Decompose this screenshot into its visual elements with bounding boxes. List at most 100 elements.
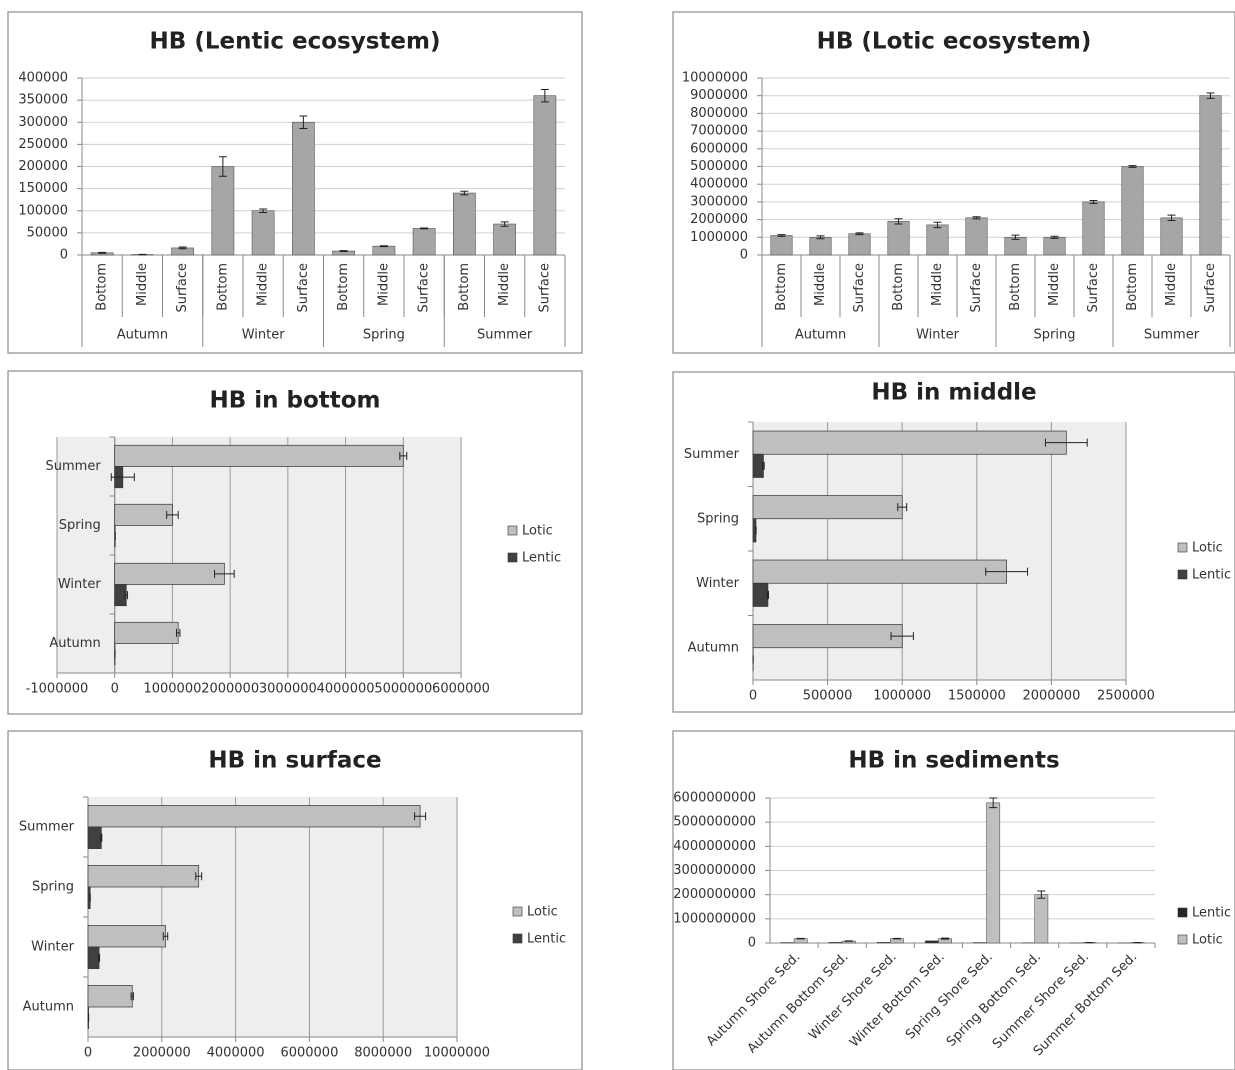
legend-label: Lotic: [522, 524, 553, 539]
legend-swatch: [1177, 934, 1188, 945]
x-tick-label: Surface: [417, 263, 432, 313]
bar: [292, 121, 315, 256]
error-bar: [100, 833, 103, 842]
bar: [493, 223, 516, 256]
y-tick-label: 5000000: [690, 159, 748, 174]
x-tick-label: Bottom: [1008, 263, 1023, 311]
x-tick-label: Middle: [497, 263, 512, 306]
x-tick-label: 0: [749, 689, 757, 704]
chart-panel: [672, 11, 1235, 354]
x-tick-label: 0: [111, 682, 119, 697]
error-bar: [379, 245, 388, 248]
error-bar: [98, 953, 101, 962]
x-tick-label: Middle: [256, 263, 271, 306]
error-bar: [339, 250, 348, 252]
bar: [211, 166, 235, 256]
error-bar: [1206, 92, 1215, 99]
legend-swatch: [1177, 542, 1188, 553]
error-bar: [178, 246, 187, 250]
y-tick-label: 2000000000: [673, 887, 756, 902]
error-bar: [985, 567, 1029, 576]
bar: [412, 228, 436, 256]
y-tick-label: 4000000: [690, 177, 748, 192]
error-bar: [540, 89, 549, 103]
x-tick-label: 10000000: [424, 1046, 490, 1061]
y-tick-label: Winter: [31, 940, 75, 955]
legend-swatch: [512, 906, 523, 917]
bar: [1082, 201, 1105, 256]
bar: [87, 826, 102, 849]
y-tick-label: 400000: [18, 71, 68, 86]
y-tick-label: 6000000: [690, 141, 748, 156]
y-tick-label: Spring: [697, 511, 739, 526]
x-tick-label: Bottom: [457, 263, 472, 311]
chart-panel: [672, 730, 1235, 1070]
y-tick-label: 250000: [18, 137, 68, 152]
error-bar: [777, 234, 786, 237]
bar: [887, 221, 910, 256]
x-tick-label: 500000: [803, 689, 853, 704]
error-bar: [195, 872, 203, 881]
y-tick-label: Autumn: [49, 636, 100, 651]
y-tick-label: 100000: [18, 203, 68, 218]
y-tick-label: Summer: [684, 447, 740, 462]
error-bar: [218, 156, 227, 177]
bar: [752, 430, 1067, 455]
error-bar: [762, 461, 765, 470]
y-tick-label: 150000: [18, 181, 68, 196]
legend-swatch: [1177, 569, 1188, 580]
bar: [924, 940, 939, 944]
x-tick-label: 2000000: [133, 1046, 191, 1061]
x-tick-label: 1000000: [143, 682, 201, 697]
group-label: Autumn: [795, 328, 846, 343]
group-label: Spring: [363, 328, 405, 343]
y-tick-label: 300000: [18, 115, 68, 130]
error-bar: [933, 221, 942, 229]
bar: [926, 224, 949, 256]
x-tick-label: 8000000: [354, 1046, 412, 1061]
y-tick-label: Autumn: [23, 1000, 74, 1015]
error-bar: [1011, 234, 1020, 240]
error-bar: [1044, 438, 1088, 447]
legend-label: Lentic: [522, 551, 561, 566]
legend-swatch: [507, 552, 518, 563]
bar: [453, 192, 476, 256]
bar: [752, 582, 769, 607]
bar: [87, 985, 133, 1008]
x-tick-label: 5000000: [374, 682, 432, 697]
bar: [848, 233, 871, 256]
group-label: Summer: [1144, 328, 1200, 343]
bar: [87, 865, 200, 888]
error-bar: [941, 937, 950, 940]
x-tick-label: Surface: [296, 263, 311, 313]
group-label: Winter: [242, 328, 286, 343]
legend-label: Lotic: [527, 905, 558, 920]
error-bar: [816, 235, 825, 240]
y-tick-label: 0: [748, 936, 756, 951]
legend-label: Lentic: [1192, 906, 1231, 921]
x-tick-label: Surface: [1086, 263, 1101, 313]
x-tick-label: Middle: [1164, 263, 1179, 306]
y-tick-label: 350000: [18, 93, 68, 108]
x-tick-label: Bottom: [95, 263, 110, 311]
chart-title: HB in surface: [208, 748, 381, 774]
error-bar: [214, 569, 235, 578]
x-tick-label: Middle: [930, 263, 945, 306]
error-bar: [1089, 199, 1098, 204]
chart-title: HB in middle: [871, 380, 1036, 406]
bar: [770, 235, 793, 256]
error-bar: [500, 221, 509, 227]
legend-label: Lentic: [527, 932, 566, 947]
legend-swatch: [512, 933, 523, 944]
y-tick-label: Summer: [46, 459, 102, 474]
y-tick-label: 3000000: [690, 194, 748, 209]
error-bar: [1167, 214, 1176, 221]
x-tick-label: -1000000: [26, 682, 89, 697]
x-tick-label: 2000000: [1022, 689, 1080, 704]
x-tick-label: 1000000: [873, 689, 931, 704]
error-bar: [259, 208, 268, 214]
bar: [752, 624, 903, 649]
x-tick-label: Middle: [135, 263, 150, 306]
bar: [87, 946, 100, 969]
